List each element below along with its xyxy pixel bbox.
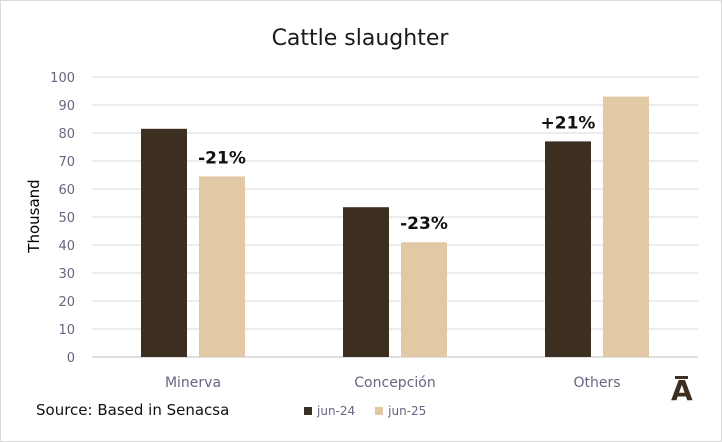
y-tick-label: 90 bbox=[58, 99, 75, 114]
x-category-label: Concepción bbox=[354, 375, 435, 391]
logo-macron bbox=[675, 376, 688, 379]
y-tick-label: 40 bbox=[58, 239, 75, 254]
bar-jun-24-concepción bbox=[343, 207, 389, 357]
chart-title: Cattle slaughter bbox=[272, 26, 450, 51]
legend: jun-24 jun-25 bbox=[304, 404, 446, 418]
y-tick-label: 50 bbox=[58, 211, 75, 226]
y-tick-label: 30 bbox=[58, 267, 75, 282]
legend-label-jun-25: jun-25 bbox=[388, 404, 427, 418]
y-tick-label: 0 bbox=[67, 351, 75, 366]
bar-jun-24-minerva bbox=[141, 128, 187, 357]
legend-item-jun-25: jun-25 bbox=[375, 404, 426, 418]
change-annotation: +21% bbox=[541, 113, 596, 133]
y-axis-label: Thousand bbox=[25, 179, 43, 253]
brand-logo: A bbox=[671, 374, 693, 407]
x-category-label: Minerva bbox=[165, 375, 221, 391]
y-tick-label: 100 bbox=[50, 71, 75, 86]
x-category-label: Others bbox=[573, 375, 620, 391]
bar-jun-25-others bbox=[603, 96, 649, 357]
y-tick-label: 80 bbox=[58, 127, 75, 142]
y-tick-label: 10 bbox=[58, 323, 75, 338]
bar-jun-25-minerva bbox=[199, 176, 245, 357]
source-note: Source: Based in Senacsa bbox=[36, 401, 230, 419]
bar-jun-24-others bbox=[545, 141, 591, 357]
legend-swatch-jun-24 bbox=[304, 407, 312, 415]
bar-jun-25-concepción bbox=[401, 242, 447, 357]
change-annotation: -23% bbox=[400, 214, 448, 234]
y-tick-label: 20 bbox=[58, 295, 75, 310]
change-annotation: -21% bbox=[198, 148, 246, 168]
y-tick-label: 60 bbox=[58, 183, 75, 198]
legend-swatch-jun-25 bbox=[375, 407, 384, 415]
legend-item-jun-24: jun-24 bbox=[304, 404, 355, 418]
legend-label-jun-24: jun-24 bbox=[317, 404, 356, 418]
y-tick-label: 70 bbox=[58, 155, 75, 170]
